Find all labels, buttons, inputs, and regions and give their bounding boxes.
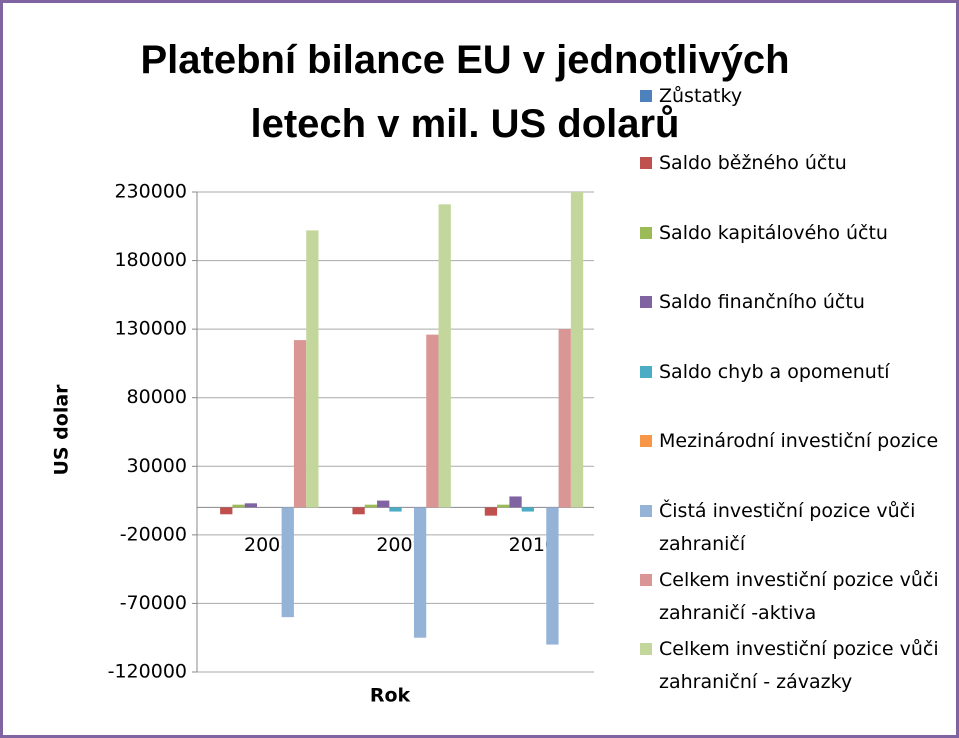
- y-tick-label: 30000: [127, 455, 187, 477]
- bar: [220, 507, 233, 515]
- legend-entry: Saldo chyb a opomenutí: [640, 356, 940, 389]
- legend-label: Saldo finančního účtu: [659, 291, 865, 313]
- bar: [389, 507, 402, 512]
- legend-entry: Celkem investiční pozice vůči zahraničí …: [640, 564, 940, 630]
- legend-entry: Zůstatky: [640, 80, 940, 113]
- bar: [497, 504, 510, 508]
- y-tick-label: 180000: [114, 249, 187, 271]
- legend-entry: Mezinárodní investiční pozice: [640, 425, 940, 458]
- legend-entry: Saldo běžného účtu: [640, 147, 940, 180]
- x-tick-label: 2009: [376, 534, 424, 556]
- bar: [352, 507, 365, 515]
- y-tick-label: -120000: [108, 661, 187, 683]
- x-tick-label: 2008: [244, 534, 292, 556]
- legend-entry: Saldo finančního účtu: [640, 286, 940, 319]
- legend-entry: Saldo kapitálového účtu: [640, 217, 940, 250]
- legend-swatch: [640, 90, 652, 102]
- legend-label: Čistá investiční pozice vůči zahraničí: [659, 500, 916, 555]
- legend-swatch: [640, 643, 652, 655]
- legend-swatch: [640, 296, 652, 308]
- y-tick-label: 130000: [114, 318, 187, 340]
- bar: [546, 507, 559, 645]
- x-axis-title: Rok: [370, 685, 411, 707]
- y-tick-label: 230000: [114, 181, 187, 203]
- legend-label: Saldo chyb a opomenutí: [659, 361, 890, 383]
- chart-title: Platební bilance EU v jednotlivých letec…: [140, 38, 790, 146]
- x-tick-label: 2010: [509, 534, 557, 556]
- bar: [244, 503, 258, 508]
- legend-label: Zůstatky: [659, 85, 743, 107]
- legend-label: Celkem investiční pozice vůči zahraniční…: [659, 638, 939, 693]
- y-tick-label: -70000: [120, 592, 187, 614]
- legend-label: Mezinárodní investiční pozice: [659, 430, 939, 452]
- bar: [484, 507, 498, 516]
- legend-swatch: [640, 157, 652, 169]
- bar: [558, 329, 571, 508]
- legend-entry: Čistá investiční pozice vůči zahraničí: [640, 495, 940, 561]
- y-tick-label: -20000: [120, 523, 187, 545]
- bar: [377, 500, 390, 508]
- bar: [293, 340, 307, 508]
- bar: [306, 230, 319, 508]
- legend-swatch: [640, 227, 652, 239]
- bar: [438, 204, 451, 508]
- y-tick-label: 80000: [127, 386, 187, 408]
- legend-swatch: [640, 366, 652, 378]
- bar: [521, 507, 534, 512]
- legend-label: Saldo běžného účtu: [659, 152, 847, 174]
- bar: [426, 334, 439, 508]
- bar: [232, 504, 245, 508]
- bar: [364, 504, 378, 508]
- bar: [281, 507, 294, 618]
- legend-label: Celkem investiční pozice vůči zahraničí …: [659, 569, 939, 624]
- bar: [509, 496, 522, 508]
- legend-swatch: [640, 505, 652, 517]
- y-axis-title: US dolar: [51, 384, 73, 476]
- bar: [413, 507, 427, 638]
- bar: [570, 192, 584, 508]
- legend-label: Saldo kapitálového účtu: [659, 222, 888, 244]
- legend-swatch: [640, 574, 652, 586]
- legend-swatch: [640, 435, 652, 447]
- legend-entry: Celkem investiční pozice vůči zahraniční…: [640, 633, 940, 699]
